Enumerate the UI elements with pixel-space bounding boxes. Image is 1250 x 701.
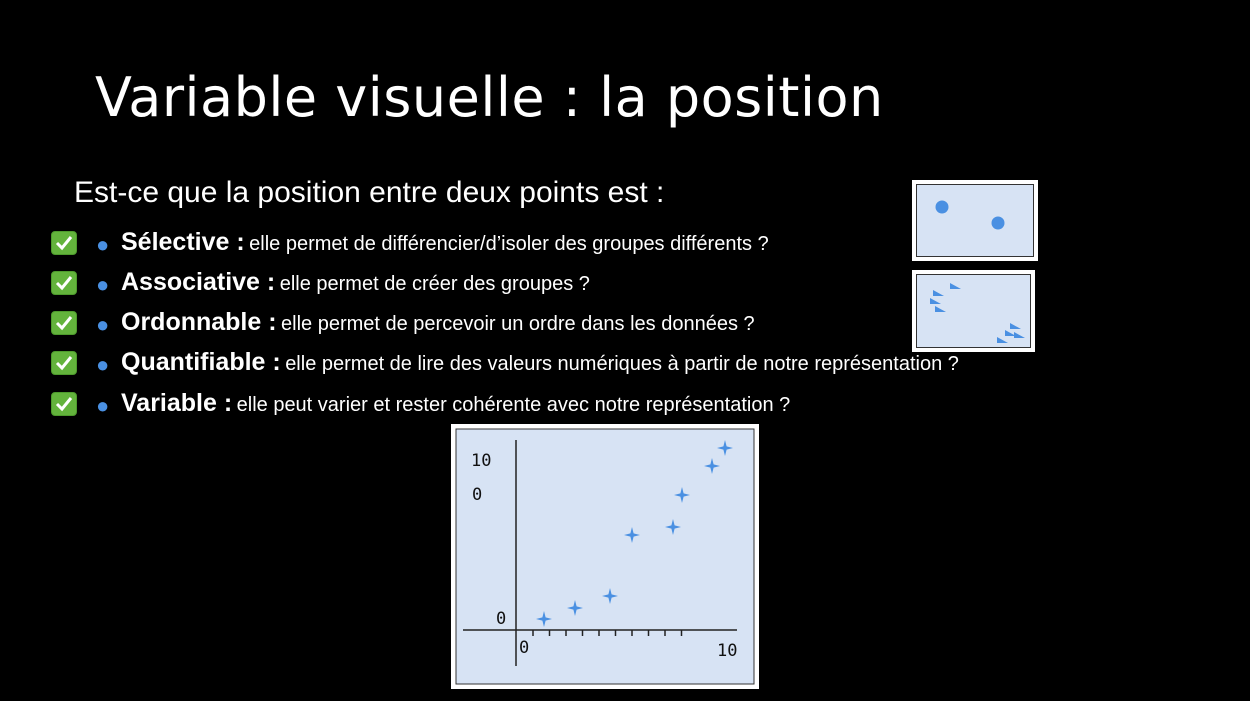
list-item: ● Variable : elle peut varier et rester … bbox=[0, 389, 1100, 429]
slide-title: Variable visuelle : la position bbox=[95, 66, 884, 129]
triangle-marker bbox=[935, 306, 946, 312]
y-tick-label: 0 bbox=[496, 609, 506, 629]
bullet-description: elle peut varier et rester cohérente ave… bbox=[236, 394, 791, 416]
check-mark-icon bbox=[51, 351, 77, 375]
bullet-term: Associative : bbox=[121, 268, 276, 296]
y-tick-label: 10 bbox=[471, 451, 491, 471]
plot-background bbox=[455, 428, 755, 685]
list-item: ● Sélective : elle permet de différencie… bbox=[0, 228, 1100, 268]
bullet-icon: ● bbox=[96, 393, 110, 418]
bullet-term: Quantifiable : bbox=[121, 348, 281, 376]
bullet-term: Variable : bbox=[121, 389, 233, 417]
bullet-icon: ● bbox=[96, 232, 110, 257]
slide-intro: Est-ce que la position entre deux points… bbox=[74, 176, 665, 209]
bullet-icon: ● bbox=[96, 352, 110, 377]
bullet-term: Sélective : bbox=[121, 228, 245, 256]
scatter-plot-illustration: 10 0 0 0 10 bbox=[451, 424, 759, 689]
selective-illustration bbox=[912, 180, 1038, 261]
triangle-marker bbox=[1014, 332, 1025, 338]
star-marker bbox=[674, 487, 690, 503]
check-mark-icon bbox=[51, 311, 77, 335]
x-tick-label: 0 bbox=[519, 638, 529, 658]
triangle-marker bbox=[930, 298, 941, 304]
list-item: ● Quantifiable : elle permet de lire des… bbox=[0, 348, 1100, 388]
star-marker bbox=[602, 588, 618, 604]
bullet-description: elle permet de lire des valeurs numériqu… bbox=[285, 353, 959, 375]
triangle-marker bbox=[1010, 323, 1021, 329]
check-mark-icon bbox=[51, 231, 77, 255]
star-marker bbox=[567, 600, 583, 616]
triangle-marker bbox=[997, 337, 1008, 343]
check-mark-icon bbox=[51, 392, 77, 416]
bullet-description: elle permet de percevoir un ordre dans l… bbox=[281, 313, 755, 335]
star-marker bbox=[536, 611, 552, 627]
x-tick-label: 10 bbox=[717, 641, 737, 661]
star-marker bbox=[717, 440, 733, 456]
associative-illustration bbox=[912, 270, 1035, 352]
y-tick-label: 0 bbox=[472, 485, 482, 505]
triangle-marker bbox=[933, 290, 944, 296]
check-mark-icon bbox=[51, 271, 77, 295]
dot-marker bbox=[935, 200, 949, 214]
star-marker bbox=[704, 458, 720, 474]
dot-marker bbox=[991, 216, 1005, 230]
bullet-term: Ordonnable : bbox=[121, 308, 277, 336]
star-marker bbox=[624, 527, 640, 543]
list-item: ● Associative : elle permet de créer des… bbox=[0, 268, 1100, 308]
triangle-marker bbox=[1005, 330, 1016, 336]
list-item: ● Ordonnable : elle permet de percevoir … bbox=[0, 308, 1100, 348]
bullet-icon: ● bbox=[96, 272, 110, 297]
bullet-description: elle permet de créer des groupes ? bbox=[279, 273, 590, 295]
bullet-description: elle permet de différencier/d’isoler des… bbox=[249, 233, 769, 255]
x-axis-ticks bbox=[532, 630, 683, 636]
plot-markers bbox=[536, 440, 733, 627]
star-marker bbox=[665, 519, 681, 535]
bullet-icon: ● bbox=[96, 312, 110, 337]
triangle-marker bbox=[950, 283, 961, 289]
